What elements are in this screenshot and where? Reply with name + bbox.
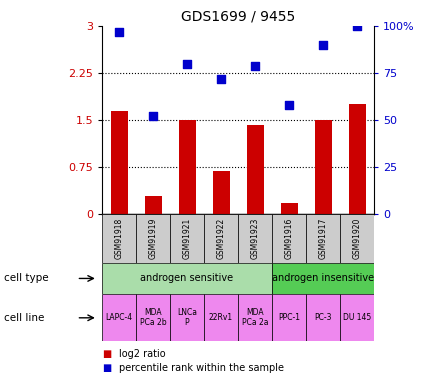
- Text: GSM91923: GSM91923: [250, 217, 260, 259]
- Bar: [314, 120, 332, 214]
- Text: androgen insensitive: androgen insensitive: [272, 273, 374, 284]
- Text: DU 145: DU 145: [343, 314, 371, 322]
- Text: GSM91917: GSM91917: [318, 217, 328, 259]
- Point: [218, 76, 224, 82]
- FancyBboxPatch shape: [272, 262, 374, 294]
- Text: MDA
PCa 2b: MDA PCa 2b: [140, 309, 166, 327]
- Point: [116, 29, 122, 35]
- Bar: [178, 120, 196, 214]
- Title: GDS1699 / 9455: GDS1699 / 9455: [181, 10, 295, 24]
- Bar: [144, 196, 162, 214]
- Bar: [280, 202, 297, 214]
- FancyBboxPatch shape: [340, 214, 374, 262]
- FancyBboxPatch shape: [272, 214, 306, 262]
- Text: LNCa
P: LNCa P: [177, 309, 197, 327]
- FancyBboxPatch shape: [306, 294, 340, 341]
- FancyBboxPatch shape: [136, 294, 170, 341]
- FancyBboxPatch shape: [102, 214, 136, 262]
- FancyBboxPatch shape: [238, 294, 272, 341]
- FancyBboxPatch shape: [204, 214, 238, 262]
- Text: GSM91921: GSM91921: [182, 217, 192, 259]
- Text: MDA
PCa 2a: MDA PCa 2a: [242, 309, 268, 327]
- Text: percentile rank within the sample: percentile rank within the sample: [119, 363, 284, 373]
- Text: cell line: cell line: [4, 313, 45, 323]
- Text: cell type: cell type: [4, 273, 49, 284]
- FancyBboxPatch shape: [170, 214, 204, 262]
- Point: [354, 23, 360, 29]
- Text: PC-3: PC-3: [314, 314, 332, 322]
- Point: [150, 113, 156, 119]
- FancyBboxPatch shape: [340, 294, 374, 341]
- Text: ■: ■: [102, 363, 111, 373]
- Text: PPC-1: PPC-1: [278, 314, 300, 322]
- FancyBboxPatch shape: [102, 262, 272, 294]
- FancyBboxPatch shape: [306, 214, 340, 262]
- Bar: [212, 171, 230, 214]
- Text: GSM91922: GSM91922: [216, 217, 226, 259]
- Bar: [348, 104, 366, 214]
- FancyBboxPatch shape: [102, 294, 136, 341]
- Text: GSM91920: GSM91920: [352, 217, 362, 259]
- Text: LAPC-4: LAPC-4: [105, 314, 133, 322]
- Bar: [246, 125, 264, 214]
- FancyBboxPatch shape: [204, 294, 238, 341]
- FancyBboxPatch shape: [170, 294, 204, 341]
- Text: GSM91919: GSM91919: [148, 217, 158, 259]
- Text: ■: ■: [102, 350, 111, 359]
- Text: 22Rv1: 22Rv1: [209, 314, 233, 322]
- Point: [320, 42, 326, 48]
- Point: [252, 63, 258, 69]
- Bar: [110, 111, 128, 214]
- FancyBboxPatch shape: [136, 214, 170, 262]
- FancyBboxPatch shape: [238, 214, 272, 262]
- FancyBboxPatch shape: [272, 294, 306, 341]
- Text: log2 ratio: log2 ratio: [119, 350, 166, 359]
- Text: GSM91918: GSM91918: [114, 217, 124, 259]
- Point: [286, 102, 292, 108]
- Text: GSM91916: GSM91916: [284, 217, 294, 259]
- Point: [184, 61, 190, 67]
- Text: androgen sensitive: androgen sensitive: [140, 273, 234, 284]
